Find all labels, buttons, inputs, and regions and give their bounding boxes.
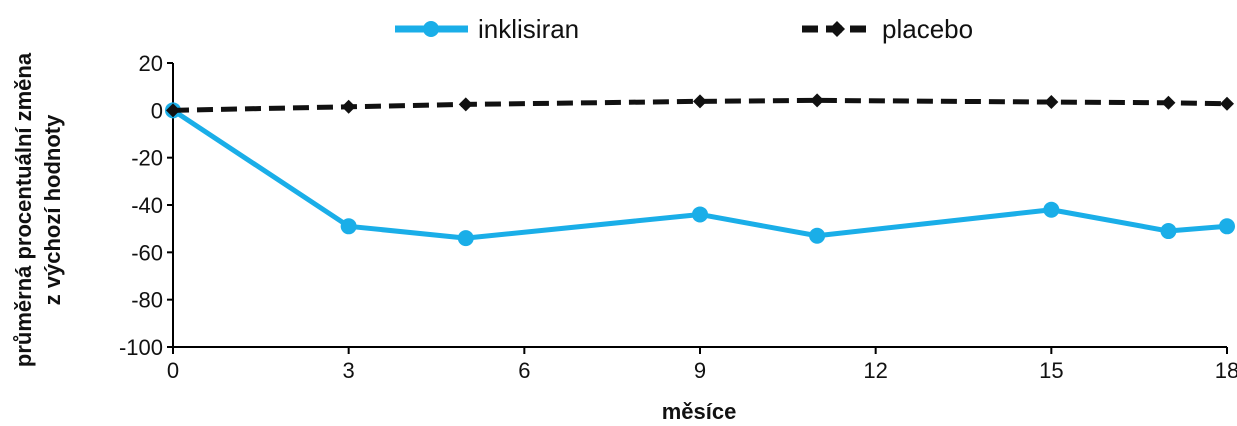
data-point-placebo — [1161, 95, 1176, 110]
data-point-placebo — [693, 94, 707, 109]
y-tick-label: 20 — [139, 51, 163, 76]
series-line-placebo — [172, 97, 1228, 113]
data-point-placebo — [458, 97, 473, 112]
data-point-placebo — [341, 99, 356, 114]
x-axis-title: měsíce — [662, 399, 737, 424]
legend-marker-placebo — [829, 21, 845, 37]
data-point-inklisiran — [340, 218, 357, 235]
legend-item-inklisiran: inklisiran — [395, 14, 579, 44]
data-point-placebo — [1044, 95, 1059, 110]
x-tick-label: 15 — [1039, 358, 1063, 383]
plot-area — [165, 93, 1235, 247]
x-tick-label: 9 — [694, 358, 706, 383]
y-tick-label: -20 — [131, 146, 163, 171]
data-point-placebo — [810, 93, 825, 108]
x-tick-label: 18 — [1215, 358, 1237, 383]
data-point-inklisiran — [1219, 218, 1235, 235]
x-tick-label: 0 — [167, 358, 179, 383]
y-axis-title-line-2: z výchozí hodnoty — [40, 114, 65, 305]
y-tick-label: 0 — [151, 98, 163, 123]
legend-marker-inklisiran — [423, 21, 439, 37]
y-axis-title-line-1: průměrná procentuální změna — [11, 52, 36, 367]
y-tick-label: -60 — [131, 240, 163, 265]
series-line-inklisiran — [171, 108, 1228, 241]
data-point-inklisiran — [457, 230, 474, 247]
data-point-inklisiran — [692, 206, 708, 223]
x-tick-label: 12 — [863, 358, 887, 383]
data-point-inklisiran — [1043, 201, 1060, 218]
legend: inklisiran placebo — [395, 14, 973, 44]
legend-label-inklisiran: inklisiran — [478, 14, 579, 44]
legend-label-placebo: placebo — [882, 14, 973, 44]
data-point-placebo — [166, 103, 180, 118]
y-tick-label: -80 — [131, 288, 163, 313]
data-point-inklisiran — [1160, 223, 1177, 240]
data-point-placebo — [1220, 96, 1234, 111]
y-tick-label: -40 — [131, 193, 163, 218]
x-tick-label: 3 — [343, 358, 355, 383]
y-tick-label: -100 — [119, 335, 163, 360]
legend-item-placebo: placebo — [802, 14, 973, 44]
x-tick-label: 6 — [518, 358, 530, 383]
data-point-inklisiran — [809, 227, 826, 244]
